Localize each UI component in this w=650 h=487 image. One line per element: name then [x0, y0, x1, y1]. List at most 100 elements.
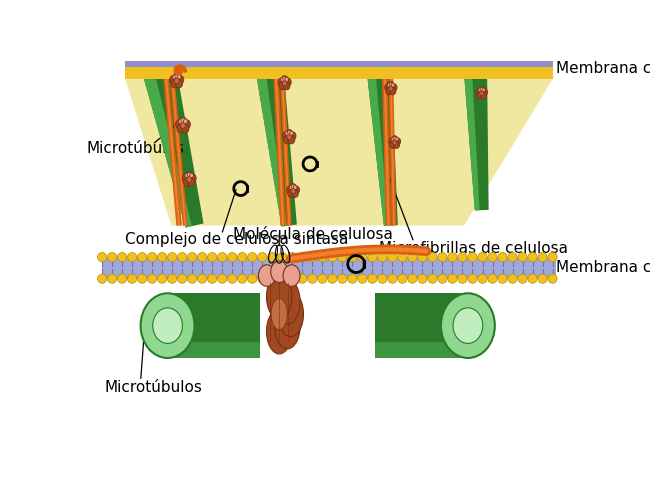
- Circle shape: [418, 252, 427, 262]
- Circle shape: [498, 252, 507, 262]
- Ellipse shape: [187, 172, 191, 177]
- Ellipse shape: [189, 174, 196, 183]
- Circle shape: [168, 274, 177, 283]
- Ellipse shape: [170, 75, 177, 84]
- Circle shape: [448, 274, 457, 283]
- Circle shape: [368, 274, 377, 283]
- Circle shape: [168, 252, 177, 262]
- Ellipse shape: [289, 132, 296, 140]
- Ellipse shape: [266, 309, 292, 354]
- Polygon shape: [256, 71, 297, 226]
- Circle shape: [127, 252, 136, 262]
- Circle shape: [198, 252, 207, 262]
- Bar: [376, 293, 468, 358]
- Text: Microtúbulos: Microtúbulos: [86, 141, 185, 156]
- Ellipse shape: [387, 81, 394, 89]
- Circle shape: [528, 274, 537, 283]
- Circle shape: [177, 252, 187, 262]
- Ellipse shape: [480, 87, 484, 91]
- Ellipse shape: [181, 118, 185, 123]
- Ellipse shape: [140, 293, 194, 358]
- Ellipse shape: [293, 186, 300, 194]
- Ellipse shape: [283, 265, 300, 286]
- Ellipse shape: [453, 308, 483, 343]
- Bar: [168, 293, 260, 358]
- Circle shape: [118, 252, 127, 262]
- Polygon shape: [367, 72, 398, 226]
- Ellipse shape: [393, 140, 396, 145]
- Circle shape: [157, 252, 167, 262]
- Circle shape: [207, 252, 217, 262]
- Ellipse shape: [143, 67, 177, 79]
- Circle shape: [538, 252, 547, 262]
- Ellipse shape: [177, 75, 184, 84]
- Polygon shape: [367, 74, 389, 226]
- Ellipse shape: [391, 84, 397, 91]
- Text: Membrana celular: Membrana celular: [556, 61, 650, 76]
- Ellipse shape: [185, 171, 193, 180]
- Circle shape: [438, 252, 447, 262]
- Circle shape: [488, 252, 497, 262]
- Ellipse shape: [174, 78, 179, 84]
- Ellipse shape: [289, 185, 292, 189]
- Circle shape: [518, 274, 527, 283]
- Ellipse shape: [278, 78, 285, 86]
- Polygon shape: [144, 69, 203, 227]
- Ellipse shape: [176, 79, 183, 88]
- Circle shape: [207, 274, 217, 283]
- Circle shape: [268, 274, 277, 283]
- Polygon shape: [464, 73, 480, 210]
- Circle shape: [138, 274, 147, 283]
- Circle shape: [468, 274, 477, 283]
- Ellipse shape: [177, 124, 185, 133]
- Circle shape: [428, 274, 437, 283]
- Circle shape: [378, 274, 387, 283]
- Circle shape: [328, 274, 337, 283]
- Ellipse shape: [289, 131, 293, 135]
- Circle shape: [508, 252, 517, 262]
- Ellipse shape: [278, 292, 304, 337]
- Ellipse shape: [188, 178, 195, 187]
- Ellipse shape: [441, 293, 495, 358]
- Circle shape: [348, 274, 357, 283]
- Ellipse shape: [389, 82, 393, 86]
- Text: Molécula de celulosa: Molécula de celulosa: [233, 227, 393, 242]
- Circle shape: [468, 252, 477, 262]
- Circle shape: [398, 274, 407, 283]
- Ellipse shape: [290, 184, 296, 191]
- Circle shape: [248, 274, 257, 283]
- Circle shape: [358, 252, 367, 262]
- Bar: [168, 342, 260, 358]
- Ellipse shape: [183, 178, 190, 187]
- Circle shape: [338, 252, 347, 262]
- Circle shape: [118, 274, 127, 283]
- Circle shape: [318, 252, 327, 262]
- Circle shape: [458, 252, 467, 262]
- Ellipse shape: [389, 87, 396, 95]
- Ellipse shape: [283, 76, 287, 81]
- Circle shape: [388, 274, 397, 283]
- Circle shape: [438, 274, 447, 283]
- Circle shape: [528, 252, 537, 262]
- Circle shape: [488, 274, 497, 283]
- Ellipse shape: [479, 87, 485, 94]
- Ellipse shape: [390, 141, 396, 149]
- Ellipse shape: [183, 119, 187, 124]
- Ellipse shape: [271, 299, 287, 330]
- Circle shape: [408, 252, 417, 262]
- Circle shape: [177, 274, 187, 283]
- Ellipse shape: [285, 78, 291, 86]
- Ellipse shape: [395, 138, 400, 145]
- Ellipse shape: [386, 87, 392, 95]
- Circle shape: [408, 274, 417, 283]
- Ellipse shape: [291, 188, 295, 194]
- Circle shape: [298, 252, 307, 262]
- Circle shape: [238, 274, 247, 283]
- Ellipse shape: [287, 130, 291, 134]
- Ellipse shape: [480, 91, 484, 95]
- Ellipse shape: [477, 92, 483, 99]
- Circle shape: [318, 274, 327, 283]
- Ellipse shape: [283, 82, 290, 90]
- Ellipse shape: [172, 75, 177, 79]
- Ellipse shape: [389, 86, 393, 91]
